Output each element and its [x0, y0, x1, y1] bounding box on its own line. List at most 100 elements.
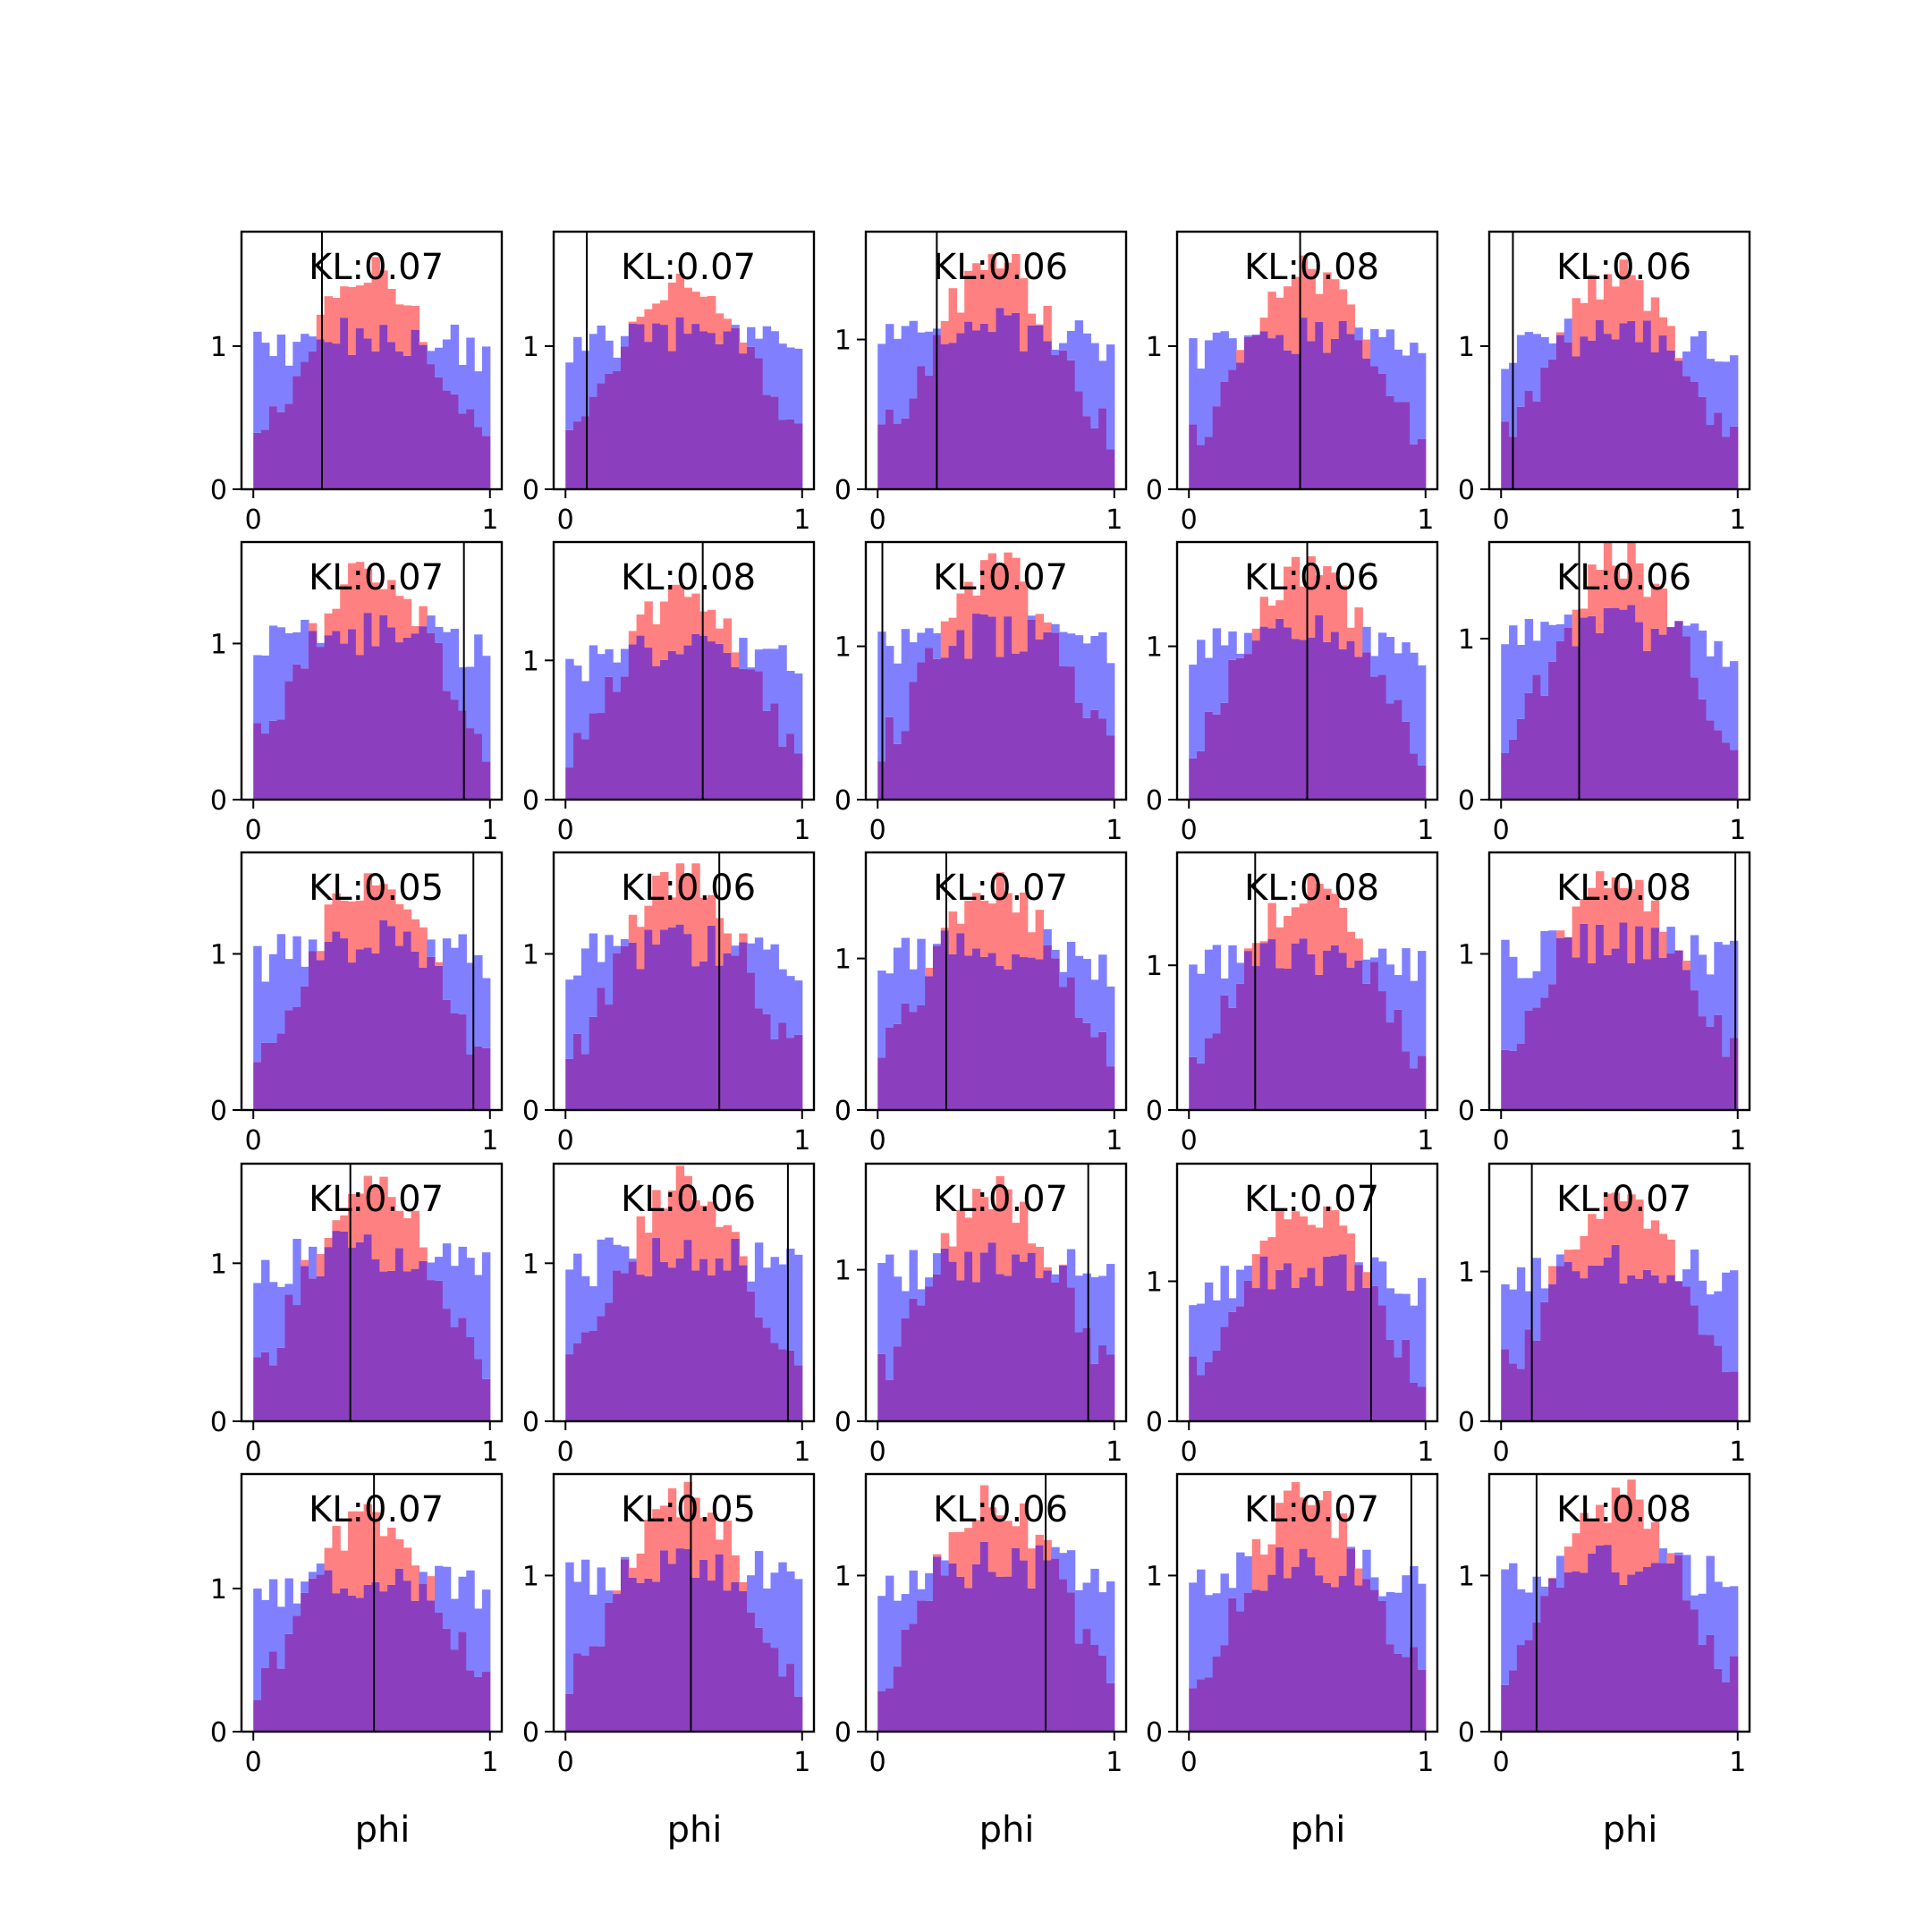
overlap-bar [901, 731, 911, 800]
red-bar [379, 589, 388, 615]
red-bar [1291, 1211, 1301, 1288]
overlap-bar [435, 1612, 444, 1732]
red-bar [1650, 900, 1660, 928]
x-tick-label: 0 [869, 1125, 886, 1157]
blue-bar [762, 949, 772, 1014]
overlap-bar [1548, 1578, 1557, 1732]
overlap-bar [605, 1004, 614, 1110]
overlap-bar [1619, 922, 1628, 1110]
y-tick-label: 1 [210, 1574, 227, 1606]
overlap-bar [877, 1690, 886, 1732]
red-bar [1035, 614, 1045, 640]
overlap-bar [979, 323, 989, 489]
overlap-bar [660, 1550, 669, 1732]
blue-bar [450, 947, 460, 1013]
overlap-bar [474, 427, 483, 489]
red-bar [1642, 310, 1652, 321]
overlap-bar [793, 1365, 803, 1421]
red-bar [348, 286, 357, 355]
red-bar [379, 270, 388, 326]
overlap-bar [1714, 412, 1723, 489]
overlap-bar [1385, 1339, 1395, 1421]
overlap-bar [1377, 674, 1387, 800]
overlap-bar [253, 1699, 262, 1732]
overlap-bar [723, 652, 733, 800]
kl-label: KL:0.07 [1556, 1179, 1691, 1220]
overlap-bar [1627, 1574, 1636, 1732]
overlap-bar [1275, 1546, 1284, 1732]
blue-bar [1714, 1291, 1723, 1346]
overlap-bar [1059, 1265, 1068, 1421]
x-tick-label: 0 [245, 1747, 262, 1778]
overlap-bar [363, 338, 373, 489]
red-bar [1580, 899, 1589, 924]
overlap-bar [987, 1572, 997, 1732]
overlap-bar [1509, 1670, 1518, 1732]
y-tick-label: 0 [210, 1717, 227, 1749]
x-tick-label: 1 [1417, 1747, 1434, 1778]
blue-bar [427, 351, 436, 365]
blue-bar [909, 642, 918, 682]
overlap-bar [1354, 960, 1363, 1110]
red-bar [940, 928, 950, 931]
red-bar [1259, 597, 1269, 627]
overlap-bar [1714, 1668, 1723, 1732]
overlap-bar [573, 733, 582, 800]
blue-bar [778, 1562, 787, 1677]
overlap-bar [589, 1646, 598, 1732]
y-tick-label: 0 [835, 1717, 852, 1749]
blue-bar [925, 331, 934, 376]
axes-frame [240, 1162, 504, 1423]
red-bar [1572, 1533, 1581, 1572]
overlap-bar [1275, 618, 1284, 800]
blue-bar [1082, 1582, 1091, 1630]
overlap-bar [786, 419, 795, 489]
x-tick-label: 0 [557, 1125, 574, 1157]
red-bar [1338, 1513, 1348, 1576]
overlap-bar [731, 955, 740, 1110]
red-bar [1284, 1219, 1292, 1264]
overlap-bar [886, 1688, 894, 1732]
red-bar [1284, 286, 1292, 351]
overlap-bar [1580, 923, 1589, 1110]
blue-bar [284, 1578, 293, 1634]
red-bar [667, 897, 677, 928]
overlap-bar [1012, 1254, 1021, 1421]
overlap-bar [628, 1261, 638, 1421]
overlap-bar [573, 1343, 582, 1421]
blue-bar [253, 1283, 262, 1358]
overlap-bar [324, 1570, 334, 1732]
y-tick-label: 0 [210, 475, 227, 506]
overlap-bar [1212, 406, 1222, 489]
y-tick-label: 1 [1146, 332, 1163, 363]
overlap-bar [1666, 350, 1675, 489]
overlap-bar [348, 629, 357, 800]
blue-bar [1682, 351, 1691, 377]
x-tick-label: 1 [1106, 1125, 1123, 1157]
red-bar [652, 1190, 661, 1239]
overlap-bar [394, 642, 404, 800]
blue-bar [1354, 1262, 1363, 1266]
overlap-bar [1682, 1600, 1691, 1732]
overlap-bar [1027, 325, 1037, 489]
red-bar [1650, 297, 1660, 352]
red-bar [1611, 1192, 1621, 1245]
blue-bar [1106, 1581, 1115, 1683]
overlap-bar [1284, 1578, 1292, 1732]
red-bar [1603, 541, 1613, 608]
overlap-bar [1043, 631, 1052, 800]
overlap-bar [762, 710, 772, 800]
overlap-bar [675, 654, 685, 800]
x-tick-label: 1 [1729, 815, 1746, 846]
blue-bar [1377, 1596, 1387, 1601]
blue-bar [589, 645, 598, 714]
x-tick-label: 1 [1106, 815, 1123, 846]
blue-bar [1228, 945, 1237, 1008]
overlap-bar [770, 1343, 779, 1421]
red-bar [1043, 622, 1052, 632]
red-bar [387, 1527, 396, 1585]
overlap-bar [1051, 1282, 1060, 1421]
overlap-bar [1338, 320, 1348, 489]
overlap-bar [1603, 954, 1613, 1110]
